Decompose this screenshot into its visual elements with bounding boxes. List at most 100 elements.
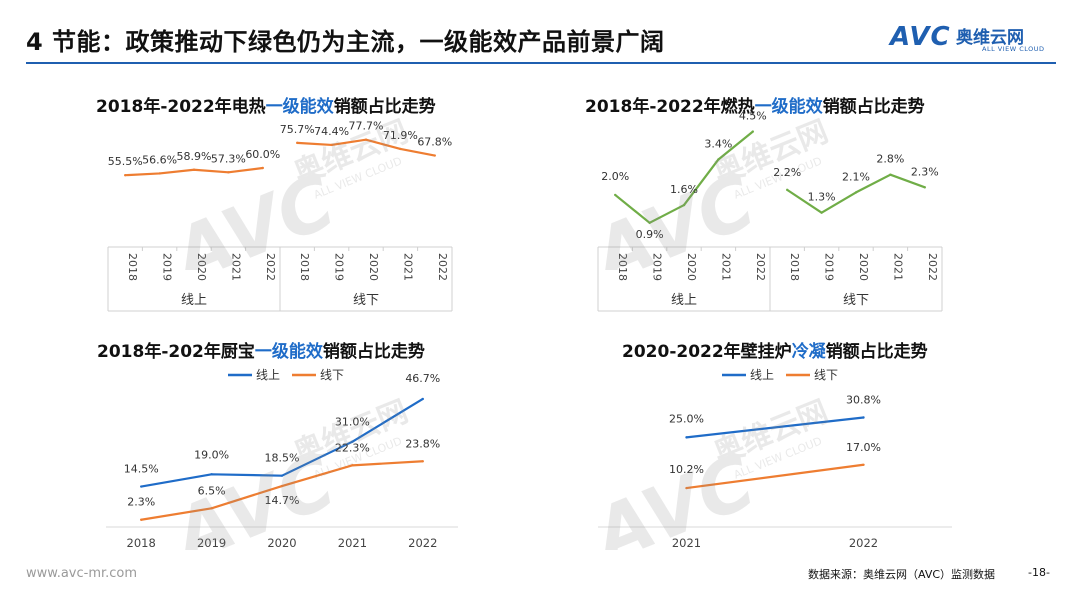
data-point xyxy=(227,171,230,174)
tick-label: 2018 xyxy=(126,253,139,281)
data-label: 71.9% xyxy=(383,129,418,142)
data-label: 1.3% xyxy=(808,191,836,204)
group-label: 线上 xyxy=(671,293,697,308)
data-label: 22.3% xyxy=(335,441,370,454)
data-point xyxy=(751,130,754,133)
data-label: 10.2% xyxy=(669,463,704,476)
data-point xyxy=(210,507,213,510)
data-point xyxy=(280,474,284,477)
data-label: 0.9% xyxy=(636,228,664,241)
x-tick-label: 2020 xyxy=(267,536,296,550)
data-point xyxy=(421,397,424,401)
tick-label: 2018 xyxy=(788,253,801,281)
data-point xyxy=(717,158,720,161)
data-label: 2.8% xyxy=(876,153,904,166)
data-label: 1.6% xyxy=(670,183,698,196)
group-label: 线下 xyxy=(843,293,869,308)
tick-label: 2022 xyxy=(754,253,767,281)
data-point xyxy=(296,141,299,145)
legend-label: 线上 xyxy=(750,368,774,382)
data-point xyxy=(351,440,354,443)
data-label: 2.3% xyxy=(911,165,939,178)
x-tick-label: 2019 xyxy=(197,536,226,550)
data-point xyxy=(685,486,688,490)
data-label: 31.0% xyxy=(335,416,370,429)
tick-label: 2020 xyxy=(367,253,380,281)
logo-en-text: ALL VIEW CLOUD xyxy=(982,45,1045,53)
chart-title-kitchen: 2018年-202年厨宝一级能效销额占比走势 xyxy=(97,342,425,362)
data-point xyxy=(923,186,926,189)
data-label: 23.8% xyxy=(405,437,440,450)
legend-label: 线下 xyxy=(320,368,344,382)
data-point xyxy=(614,193,617,197)
series-line-线下 xyxy=(686,463,864,490)
data-label: 17.0% xyxy=(846,441,881,454)
tick-label: 2021 xyxy=(401,253,414,281)
data-label: 60.0% xyxy=(245,148,280,161)
data-point xyxy=(862,463,865,466)
x-tick-label: 2022 xyxy=(408,536,437,550)
data-point xyxy=(685,436,688,439)
tick-label: 2019 xyxy=(333,253,346,281)
data-point xyxy=(889,173,892,176)
data-label: 58.9% xyxy=(177,150,212,163)
logo-mark: AVC xyxy=(890,22,951,52)
series-line-线上 xyxy=(686,416,864,439)
avc-logo: AVC 奥维云网 ALL VIEW CLOUD xyxy=(890,22,1060,58)
data-point xyxy=(820,211,823,214)
data-point xyxy=(682,203,686,207)
tick-label: 2022 xyxy=(264,253,277,281)
data-label: 14.5% xyxy=(124,463,159,476)
data-label: 77.7% xyxy=(349,120,384,133)
title-divider xyxy=(26,62,1056,64)
x-tick-label: 2021 xyxy=(672,536,701,550)
tick-label: 2018 xyxy=(616,253,629,281)
data-label: 19.0% xyxy=(194,448,229,461)
group-label: 线下 xyxy=(353,293,379,308)
logo-cn-text: 奥维云网 xyxy=(956,28,1024,48)
data-point xyxy=(261,166,264,170)
data-label: 25.0% xyxy=(669,412,704,425)
data-point xyxy=(786,188,789,192)
data-label: 57.3% xyxy=(211,152,246,165)
x-tick-label: 2022 xyxy=(849,536,878,550)
tick-label: 2019 xyxy=(651,253,664,281)
data-label: 4.5% xyxy=(739,110,767,123)
data-label: 30.8% xyxy=(846,394,881,407)
page-number: -18- xyxy=(1028,566,1050,579)
tick-label: 2020 xyxy=(195,253,208,281)
chart-title-wallboiler: 2020-2022年壁挂炉冷凝销额占比走势 xyxy=(622,342,928,362)
footer-url: www.avc-mr.com xyxy=(26,566,138,581)
x-tick-label: 2021 xyxy=(338,536,367,550)
tick-label: 2022 xyxy=(926,253,939,281)
data-label: 67.8% xyxy=(417,136,452,149)
data-label: 2.0% xyxy=(601,170,629,183)
data-point xyxy=(330,143,333,147)
tick-label: 2020 xyxy=(685,253,698,281)
tick-label: 2021 xyxy=(229,253,242,281)
data-label: 74.4% xyxy=(314,125,349,138)
tick-label: 2021 xyxy=(719,253,732,281)
data-point xyxy=(280,484,284,488)
tick-label: 2021 xyxy=(891,253,904,281)
data-label: 6.5% xyxy=(198,484,226,497)
data-point xyxy=(124,174,127,177)
data-point xyxy=(351,464,354,467)
data-point xyxy=(854,191,858,194)
data-label: 46.7% xyxy=(405,372,440,385)
data-point xyxy=(421,460,424,463)
page-title: 4 节能：政策推动下绿色仍为主流，一级能效产品前景广阔 xyxy=(26,28,665,56)
tick-label: 2022 xyxy=(436,253,449,281)
data-point xyxy=(140,518,143,521)
data-label: 2.2% xyxy=(773,166,801,179)
legend-label: 线上 xyxy=(256,368,280,382)
data-point xyxy=(399,147,402,151)
chart-title-gas: 2018年-2022年燃热一级能效销额占比走势 xyxy=(585,97,925,117)
data-point xyxy=(210,473,213,476)
group-label: 线上 xyxy=(181,293,207,308)
data-point xyxy=(192,168,196,171)
